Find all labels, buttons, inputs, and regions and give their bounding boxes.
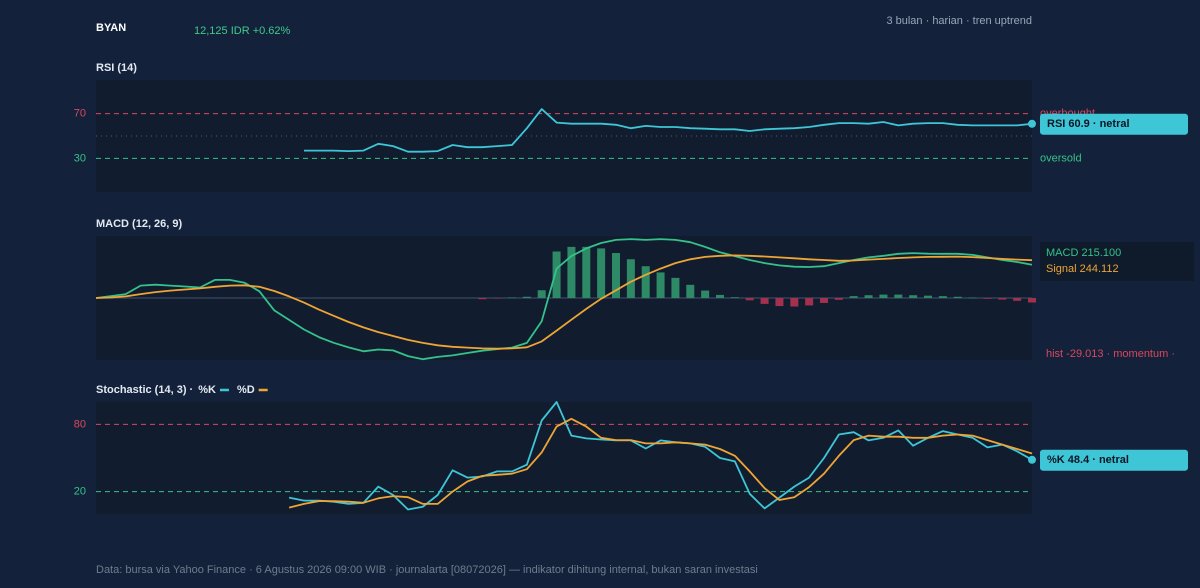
histogram-bar: [716, 294, 724, 298]
histogram-bar: [493, 298, 502, 299]
histogram-bar: [879, 294, 888, 298]
readout-badge: [1040, 449, 1188, 471]
histogram-bar: [582, 246, 591, 298]
histogram-bar: [775, 298, 784, 307]
histogram-bar: [552, 251, 561, 298]
histogram-bar: [968, 297, 977, 299]
histogram-bar: [760, 298, 769, 304]
histogram-bar: [612, 253, 620, 298]
series-line: [95, 238, 1033, 361]
histogram-bar: [522, 296, 531, 298]
y-tick-label: 30: [74, 152, 86, 164]
histogram-bar: [1028, 298, 1036, 303]
histogram-bar: [894, 294, 903, 298]
histogram-bar: [953, 296, 962, 298]
series-line: [95, 254, 1033, 350]
histogram-bar: [998, 298, 1007, 300]
legend-label: %K: [198, 384, 216, 396]
histogram-bar: [1013, 298, 1022, 301]
histogram-bar: [805, 298, 814, 306]
histogram-bar: [924, 295, 932, 298]
series-line: [288, 417, 1033, 509]
histogram-bar: [641, 266, 650, 298]
y-tick-label: 80: [74, 418, 86, 430]
readout-box: [1040, 242, 1194, 281]
histogram-bar: [849, 296, 858, 298]
readout-label: hist -29.013 · momentum ·: [1046, 348, 1175, 360]
readout-label: %K 48.4 · netral: [1047, 454, 1129, 466]
histogram-bar: [478, 298, 487, 300]
histogram-bar: [834, 298, 843, 300]
histogram-bar: [983, 298, 992, 299]
series-line: [304, 108, 1033, 153]
y-tick-label: 70: [74, 108, 86, 120]
histogram-bar: [909, 295, 918, 298]
panel-title: MACD (12, 26, 9): [96, 218, 183, 230]
histogram-bar: [597, 248, 606, 298]
histogram-bar: [671, 277, 680, 298]
readout-label: MACD 215.100: [1046, 247, 1121, 259]
readout-label: Signal 244.112: [1046, 263, 1119, 275]
histogram-bar: [745, 298, 754, 301]
legend-label: %D: [237, 384, 255, 396]
histogram-bar: [626, 259, 635, 298]
histogram-bar: [567, 246, 576, 298]
histogram-bar: [730, 297, 739, 298]
ticker: BYAN: [96, 22, 126, 34]
reference-label: oversold: [1040, 152, 1082, 164]
readout-label: RSI 60.9 · netral: [1047, 118, 1130, 130]
y-tick-label: 20: [74, 486, 86, 498]
meta: 3 bulan · harian · tren uptrend: [886, 15, 1032, 27]
histogram-bar: [686, 284, 695, 298]
histogram-bar: [820, 298, 828, 303]
last-point: [1028, 455, 1036, 464]
readout-badge: [1040, 113, 1188, 135]
histogram-bar: [701, 290, 710, 298]
histogram-bar: [938, 296, 947, 298]
histogram-bar: [537, 290, 546, 298]
histogram-bar: [508, 297, 516, 299]
last-point: [1028, 119, 1036, 128]
histogram-bar: [864, 295, 873, 298]
panel-title: RSI (14): [96, 62, 137, 74]
histogram-bar: [790, 298, 799, 307]
panel-title: Stochastic (14, 3) ·: [96, 384, 193, 396]
histogram-bar: [656, 272, 665, 298]
series-line: [288, 401, 1033, 511]
footer: Data: bursa via Yahoo Finance · 6 Agustu…: [96, 564, 758, 576]
quote: 12,125 IDR +0.62%: [194, 25, 291, 37]
